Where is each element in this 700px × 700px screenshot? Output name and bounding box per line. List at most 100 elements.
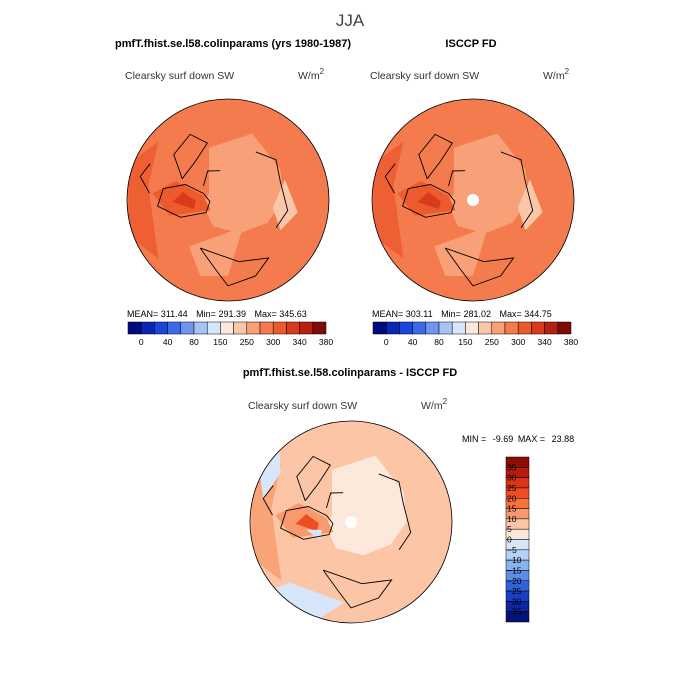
colorbar-tick-label: 35 [507, 462, 517, 472]
panel-diff-stats: MIN = -9.69 MAX = 23.88 [462, 434, 574, 444]
map-field [326, 455, 407, 556]
colorbar-tick-label: 10 [507, 514, 517, 524]
panel-diff-units: W/m2 [421, 397, 448, 412]
panel-obs-units: W/m2 [543, 67, 570, 82]
colorbar-tick-label: 340 [538, 337, 552, 347]
coastline [199, 247, 270, 287]
missing-data-patch [467, 194, 479, 206]
panel-diff: pmfT.fhist.se.l58.colinparams - ISCCP FD… [243, 367, 574, 624]
colorbar-swatch [299, 321, 314, 335]
colorbar-tick-label: 250 [240, 337, 254, 347]
colorbar-tick-label: 300 [266, 337, 280, 347]
colorbar-tick-label: 15 [507, 504, 517, 514]
panel-obs-stats: MEAN= 303.11 Min= 281.02 Max= 344.75 [372, 309, 552, 319]
map-field [172, 192, 196, 210]
coastline [280, 506, 334, 540]
map-boundary [371, 98, 575, 302]
colorbar-swatch [167, 321, 182, 335]
panel-model-stats: MEAN= 311.44 Min= 291.39 Max= 345.63 [127, 309, 307, 319]
coastline [448, 170, 466, 187]
colorbar-tick-label: 250 [485, 337, 499, 347]
colorbar-swatch [557, 321, 572, 335]
colorbar-tick-label: 25 [507, 483, 517, 493]
colorbar-swatch [233, 321, 248, 335]
colorbar-swatch [127, 321, 142, 335]
map-model [126, 98, 330, 302]
map-field [128, 141, 159, 259]
colorbar-swatch [385, 321, 400, 335]
coastline [157, 184, 211, 218]
colorbar-tick-label: 20 [507, 493, 517, 503]
coastline [173, 133, 208, 179]
colorbar-swatch [286, 321, 300, 335]
colorbar-tick-label: 340 [293, 337, 307, 347]
map-field [448, 133, 529, 234]
map-field [251, 463, 282, 581]
colorbar-tick-label: 80 [189, 337, 199, 347]
colorbar-swatch [372, 321, 387, 335]
colorbar-tick-label: −15 [507, 565, 522, 575]
colorbar-swatch [180, 321, 195, 335]
colorbar-tick-label: −10 [507, 555, 522, 565]
colorbar-tick-label: 380 [564, 337, 578, 347]
map-field [272, 179, 298, 231]
colorbar-tick-label: 150 [458, 337, 472, 347]
colorbar-swatch [531, 321, 545, 335]
colorbar-tick-label: 30 [507, 473, 517, 483]
map-field [306, 529, 322, 540]
colorbar-swatch [505, 611, 530, 623]
map-diff [249, 420, 453, 624]
map-field [295, 514, 319, 532]
panel-obs-title: ISCCP FD [445, 38, 496, 50]
map-field [373, 141, 404, 259]
colorbar-swatch [478, 321, 493, 335]
colorbar-swatch [438, 321, 453, 335]
colorbar-tick-label: −35 [507, 607, 522, 617]
colorbar-swatch [193, 321, 208, 335]
missing-data-patch [345, 516, 357, 528]
colorbar-tick-label: 300 [511, 337, 525, 347]
colorbar-model: 0 40 80 150 250 300 340 380 [127, 321, 333, 347]
colorbar-swatch [399, 321, 413, 335]
page-title: JJA [336, 11, 365, 30]
colorbar-tick-label: 40 [408, 337, 418, 347]
map-field [269, 582, 344, 622]
colorbar-swatch [491, 321, 506, 335]
colorbar-tick-label: 380 [319, 337, 333, 347]
colorbar-tick-label: −25 [507, 586, 522, 596]
colorbar-tick-label: 80 [434, 337, 444, 347]
colorbar-swatch [517, 321, 532, 335]
colorbar-tick-label: 5 [507, 524, 512, 534]
colorbar-swatch [312, 321, 327, 335]
map-field [189, 226, 244, 276]
colorbar-swatch [154, 321, 168, 335]
map-field [434, 226, 489, 276]
panel-obs-variable: Clearsky surf down SW [370, 70, 479, 82]
colorbar-swatch [412, 321, 427, 335]
colorbar-swatch [246, 321, 261, 335]
colorbar-swatch [465, 321, 479, 335]
panel-model: pmfT.fhist.se.l58.colinparams (yrs 1980-… [115, 38, 351, 347]
colorbar-tick-label: −5 [507, 545, 517, 555]
colorbar-swatch [220, 321, 234, 335]
colorbar-tick-label: 150 [213, 337, 227, 347]
colorbar-swatch [425, 321, 440, 335]
coastline [384, 163, 396, 194]
panel-model-units: W/m2 [298, 67, 325, 82]
map-field [517, 179, 543, 231]
coastline [322, 569, 393, 609]
colorbar-swatch [206, 321, 221, 335]
colorbar-tick-label: −20 [507, 576, 522, 586]
colorbar-swatch [451, 321, 466, 335]
coastline [262, 485, 274, 516]
map-field [259, 450, 281, 499]
coastline [296, 455, 331, 501]
map-field [203, 133, 284, 234]
coastline [500, 151, 534, 229]
colorbar-swatch [544, 321, 559, 335]
coastline [255, 151, 289, 229]
colorbar-tick-label: −30 [507, 596, 522, 606]
coastline [203, 170, 221, 187]
